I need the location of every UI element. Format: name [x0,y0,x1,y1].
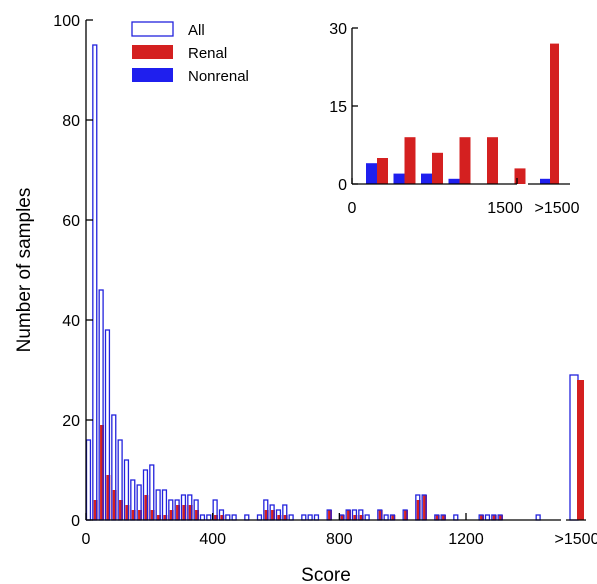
inset-renal-bar [377,158,388,184]
renal-bar [100,425,104,520]
all-bar [383,514,389,521]
all-bar [313,514,320,521]
inset-nonrenal-overflow-bar [540,178,550,184]
renal-bar [277,515,282,520]
x-tick-label-overflow: >1500 [555,531,597,548]
renal-bar [271,510,275,520]
renal-bar [264,510,269,520]
inset-nonrenal-bar [421,173,432,184]
y-tick-label: 80 [62,113,80,130]
renal-bar [416,500,421,520]
inset-renal-bar [459,137,471,184]
x-tick-label: 0 [82,531,91,548]
y-tick-label: 0 [71,513,80,530]
y-tick-label: 20 [62,413,80,430]
renal-bar [214,515,218,520]
renal-bar [404,510,408,520]
renal-bar [480,515,484,520]
inset-renal-overflow-bar [550,43,559,184]
renal-bar [125,505,130,520]
renal-bar [283,515,288,520]
all-bar [484,514,491,521]
renal-bar [163,515,168,520]
y-tick-label: 40 [62,313,80,330]
renal-bar [138,510,142,520]
renal-bar [220,515,225,520]
inset-renal-bar [432,152,443,184]
x-tick-label: 800 [326,531,353,548]
inset-nonrenal-bar [393,173,405,184]
legend-swatch-renal [132,45,173,59]
renal-bar [499,515,503,520]
all-bar [364,514,370,521]
renal-bar [188,505,193,520]
renal-bar [150,510,155,520]
renal-bar [176,505,180,520]
renal-bar [106,475,111,520]
y-tick-label: 100 [53,13,80,30]
renal-bar [442,515,446,520]
legend-label-all: All [188,22,205,39]
all-bar [307,514,313,521]
renal-bar [131,510,136,520]
all-bar [225,514,231,521]
renal-bar [391,515,396,520]
all-bar [231,514,237,521]
renal-bar [157,515,161,520]
legend-swatch-nonrenal [132,68,173,82]
renal-bar [378,510,383,520]
all-overflow-bar [569,374,579,521]
inset-x-tick-label: 1500 [487,200,523,217]
renal-bar [435,515,440,520]
inset-x-tick-label: 0 [348,200,357,217]
y-axis-label: Number of samples [14,188,35,353]
renal-bar [353,515,358,520]
all-bar [535,514,541,521]
legend-label-nonrenal: Nonrenal [188,68,249,85]
renal-bar [347,510,351,520]
legend-label-renal: Renal [188,45,227,62]
inset-nonrenal-bar [366,163,377,184]
renal-bar [328,510,332,520]
inset-y-tick-label: 30 [329,21,347,38]
inset-x-tick-label-overflow: >1500 [535,200,580,217]
inset-y-tick-label: 0 [338,177,347,194]
all-bar [453,514,459,521]
all-bar [85,439,92,521]
y-tick-label: 60 [62,213,80,230]
all-bar [92,44,98,521]
renal-bar [169,510,174,520]
inset-nonrenal-bar [448,178,460,184]
renal-bar [359,515,364,520]
inset-y-tick-label: 15 [329,99,347,116]
renal-bar [112,490,117,520]
all-bar [244,514,250,521]
renal-bar [93,500,98,520]
all-bar [301,514,307,521]
all-bar [256,514,263,521]
x-tick-label: 1200 [448,531,484,548]
all-bar [288,514,294,521]
renal-bar [340,515,345,520]
renal-bar [195,510,199,520]
renal-bar [182,505,187,520]
x-tick-label: 400 [199,531,226,548]
inset-renal-bar [487,137,498,184]
x-axis-label: Score [301,565,351,584]
inset-renal-bar [514,168,526,184]
renal-bar [119,500,123,520]
renal-bar [144,495,149,520]
inset-renal-bar [404,137,416,184]
legend-swatch-all [131,21,174,37]
all-bar [199,514,206,521]
renal-bar [492,515,497,520]
all-bar [206,514,212,521]
renal-bar [423,495,427,520]
renal-overflow-bar [577,380,584,520]
